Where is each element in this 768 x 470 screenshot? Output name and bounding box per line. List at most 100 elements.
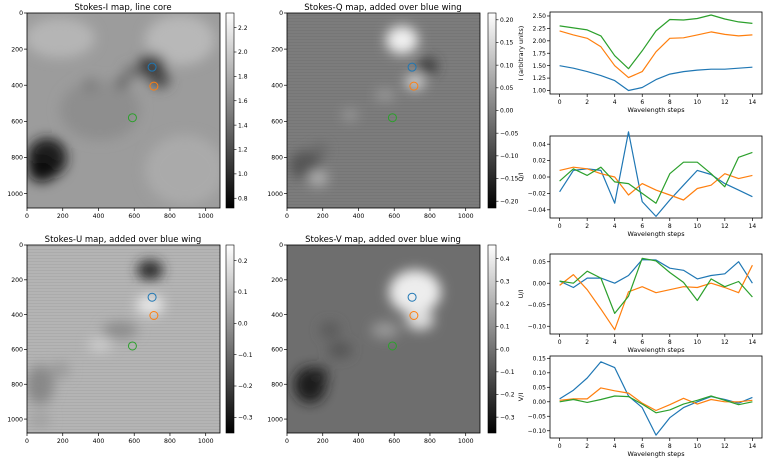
- series-line: [559, 65, 753, 92]
- plot-frame: [549, 11, 763, 95]
- colorbar-tick-label: 0.8: [238, 195, 248, 202]
- pixel-marker: [407, 62, 417, 72]
- x-tick-label: 1000: [198, 213, 214, 220]
- stokes-i-map: [27, 13, 220, 208]
- x-tick-label: 14: [749, 223, 757, 230]
- colorbar-tick-label: 0.20: [500, 17, 514, 24]
- x-tick-label: 6: [640, 223, 644, 230]
- series-line: [559, 395, 753, 414]
- x-axis-label: Wavelength steps: [627, 106, 685, 114]
- colorbar-tick-label: 1.8: [238, 74, 248, 81]
- colorbar-tick-label: 1.2: [238, 147, 248, 154]
- x-tick-label: 12: [721, 223, 729, 230]
- x-tick-label: 10: [693, 99, 701, 106]
- series-line: [559, 14, 753, 70]
- y-tick-label: 0.05: [533, 259, 547, 266]
- series-line: [559, 30, 753, 79]
- y-axis-label: Q/I: [517, 172, 525, 181]
- y-tick-label: 400: [11, 82, 23, 89]
- pixel-marker: [149, 81, 159, 91]
- y-tick-label: 0.15: [533, 355, 547, 362]
- stokes-q-colorbar: 0.20 0.15 0.10 0.05 0.00 −0.05 −0.10 −0.15 −0.20: [496, 17, 519, 205]
- stokes-u-markers: [127, 292, 159, 351]
- x-tick-label: 14: [749, 99, 757, 106]
- y-tick-label: 800: [271, 155, 283, 162]
- x-tick-label: 8: [668, 99, 672, 106]
- x-tick-label: 800: [164, 213, 176, 220]
- y-tick-label: 600: [271, 119, 283, 126]
- plot-frame: [549, 135, 763, 219]
- series-line: [559, 387, 753, 412]
- x-tick-label: 0: [285, 213, 289, 220]
- y-tick-label: 0.00: [533, 174, 547, 181]
- colorbar-tick-label: 0.4: [500, 256, 510, 263]
- x-tick-label: 2: [585, 339, 589, 346]
- q-over-i-profile-plot: 0 2 4 6 8 10 12 14 0.04 0.02 0.00 −0.02 −0.04 Wavelen…: [517, 131, 763, 238]
- y-tick-label: 1000: [267, 191, 283, 198]
- stokes-u-map: [27, 245, 220, 433]
- pixel-marker: [407, 292, 417, 302]
- y-axis-label: U/I: [517, 290, 525, 299]
- x-tick-label: 0: [25, 438, 29, 445]
- y-axis-label: I (arbitrary units): [517, 26, 525, 80]
- stokes-i-profile-plot: 0 2 4 6 8 10 12 14 1.00 1.25 1.50 1.75 2.00 2.25 2.50 W…: [517, 11, 763, 114]
- y-tick-label: 2.00: [533, 38, 547, 45]
- pixel-marker: [147, 292, 157, 302]
- y-tick-label: 800: [11, 155, 23, 162]
- colorbar-tick-label: −0.05: [500, 130, 519, 137]
- y-tick-label: 2.25: [533, 26, 547, 33]
- colorbar-tick-label: −0.2: [238, 383, 253, 390]
- colorbar-tick-label: 2.2: [238, 25, 248, 32]
- y-tick-label: 400: [271, 312, 283, 319]
- y-tick-label: 0.10: [533, 370, 547, 377]
- x-tick-label: 800: [424, 438, 436, 445]
- x-tick-label: 0: [558, 223, 562, 230]
- x-tick-label: 1000: [198, 438, 214, 445]
- x-tick-label: 12: [721, 99, 729, 106]
- x-tick-label: 800: [164, 438, 176, 445]
- colorbar-tick-label: 0.1: [500, 324, 510, 331]
- stokes-v-axes: 0 200 400 600 800 1000 0 200 400 600 800 1000: [267, 242, 473, 445]
- stokes-v-axes-frame: [286, 244, 481, 434]
- x-tick-label: 1000: [458, 438, 474, 445]
- y-tick-label: 0.04: [533, 141, 547, 148]
- u-over-i-profile-plot: 0 2 4 6 8 10 12 14 0.05 0.00 −0.05 −0.10 Wavelength …: [517, 253, 763, 354]
- y-tick-label: 1.00: [533, 88, 547, 95]
- x-tick-label: 200: [317, 213, 329, 220]
- y-tick-label: −0.05: [528, 413, 547, 420]
- colorbar-tick-label: 0.2: [500, 301, 510, 308]
- y-tick-label: 400: [271, 82, 283, 89]
- x-tick-label: 2: [585, 223, 589, 230]
- x-tick-label: 8: [668, 443, 672, 450]
- y-tick-label: 1.75: [533, 50, 547, 57]
- stokes-v-markers: [387, 292, 419, 351]
- x-tick-label: 10: [693, 223, 701, 230]
- colorbar-tick-label: 0.1: [238, 289, 248, 296]
- y-tick-label: 200: [11, 46, 23, 53]
- stokes-v-colorbar: 0.4 0.3 0.2 0.1 0.0 −0.1 −0.2 −0.3: [496, 256, 515, 421]
- colorbar-tick-label: −0.1: [500, 369, 515, 376]
- y-tick-label: 600: [11, 119, 23, 126]
- x-axis-label: Wavelength steps: [627, 450, 685, 458]
- v-over-i-profile-plot: 0 2 4 6 8 10 12 14 0.15 0.10 0.05 0.00 −0.05 −0.10 Wav…: [517, 355, 763, 458]
- x-tick-label: 4: [613, 223, 617, 230]
- colorbar-tick-label: −0.10: [500, 153, 519, 160]
- x-tick-label: 800: [424, 213, 436, 220]
- x-tick-label: 400: [353, 438, 365, 445]
- x-tick-label: 400: [93, 438, 105, 445]
- x-tick-label: 6: [640, 443, 644, 450]
- y-tick-label: −0.02: [528, 191, 547, 198]
- y-tick-label: 200: [271, 277, 283, 284]
- x-tick-label: 600: [128, 213, 140, 220]
- x-tick-label: 4: [613, 443, 617, 450]
- stokes-u-axes: 0 200 400 600 800 1000 0 200 400 600 800 1000: [7, 242, 213, 445]
- colorbar-tick-label: 0.2: [238, 258, 248, 265]
- colorbar-tick-label: 0.0: [238, 321, 248, 328]
- y-tick-label: −0.10: [528, 428, 547, 435]
- y-tick-label: 0.02: [533, 158, 547, 165]
- x-tick-label: 6: [640, 99, 644, 106]
- colorbar-tick-label: 0.15: [500, 40, 514, 47]
- series-line: [559, 259, 753, 289]
- y-tick-label: −0.10: [528, 323, 547, 330]
- colorbar-tick-label: 0.05: [500, 85, 514, 92]
